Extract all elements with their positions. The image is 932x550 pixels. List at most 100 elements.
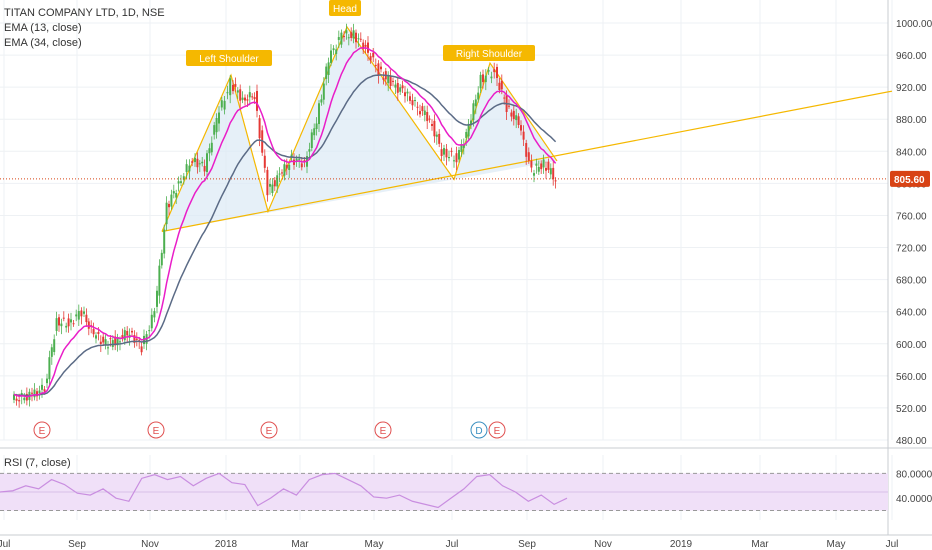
dividend-marker[interactable] bbox=[470, 421, 488, 439]
candle-body bbox=[99, 341, 102, 345]
candle-body bbox=[552, 167, 555, 180]
candle-body bbox=[269, 184, 271, 187]
event-letter: E bbox=[39, 426, 46, 437]
time-tick-label: Mar bbox=[751, 539, 769, 550]
earnings-marker[interactable] bbox=[33, 421, 51, 439]
candle-body bbox=[97, 331, 100, 334]
candle-body bbox=[510, 112, 513, 117]
price-tick-label: 840.00 bbox=[896, 147, 927, 158]
candle-body bbox=[401, 85, 404, 89]
candle-body bbox=[85, 314, 88, 323]
event-letter: E bbox=[153, 426, 160, 437]
candle-body bbox=[55, 318, 58, 331]
earnings-marker[interactable] bbox=[147, 421, 165, 439]
candle-body bbox=[206, 153, 208, 173]
neckline[interactable] bbox=[161, 90, 893, 233]
candle-body bbox=[545, 167, 547, 171]
candle-body bbox=[327, 62, 330, 75]
price-tick-label: 880.00 bbox=[896, 115, 927, 126]
candle-body bbox=[15, 398, 18, 401]
candle-body bbox=[322, 83, 325, 100]
candle-body bbox=[335, 49, 338, 54]
candle-body bbox=[175, 193, 178, 198]
candle-body bbox=[72, 323, 75, 325]
candle-body bbox=[278, 173, 281, 175]
earnings-marker[interactable] bbox=[260, 421, 278, 439]
last-price-badge bbox=[890, 170, 930, 187]
candle-body bbox=[223, 100, 226, 110]
time-tick-label: Jul bbox=[446, 539, 459, 550]
candle-body bbox=[283, 164, 286, 176]
ema34-legend[interactable]: EMA (34, close) bbox=[4, 37, 82, 49]
candle-body bbox=[135, 338, 138, 340]
candle-body bbox=[520, 125, 522, 131]
candle-body bbox=[350, 32, 353, 38]
candle-body bbox=[168, 203, 170, 208]
price-tick-label: 1000.00 bbox=[896, 19, 932, 30]
candle-body bbox=[140, 346, 143, 353]
candle-body bbox=[33, 389, 36, 398]
last-price-label: 805.60 bbox=[894, 175, 925, 186]
ema34-line[interactable] bbox=[13, 74, 557, 397]
candle-body bbox=[428, 118, 431, 120]
candle-body bbox=[460, 144, 463, 153]
candle-body bbox=[256, 90, 258, 111]
event-letter: E bbox=[266, 426, 273, 437]
ema13-line[interactable] bbox=[13, 47, 557, 398]
candle-body bbox=[496, 66, 498, 79]
price-tick-label: 480.00 bbox=[896, 436, 927, 447]
candle-body bbox=[484, 75, 487, 83]
candle-body bbox=[213, 125, 216, 135]
candle-body bbox=[18, 400, 21, 402]
candle-body bbox=[374, 64, 377, 66]
candle-body bbox=[31, 392, 33, 394]
candle-body bbox=[239, 89, 242, 101]
candle-body bbox=[406, 91, 409, 94]
time-tick-label: Nov bbox=[141, 539, 159, 550]
event-letter: E bbox=[494, 426, 501, 437]
candle-body bbox=[170, 194, 173, 207]
candle-body bbox=[515, 115, 518, 121]
candle-body bbox=[404, 92, 406, 97]
candle-body bbox=[396, 83, 399, 93]
pattern-label: Head bbox=[333, 4, 357, 15]
candle-body bbox=[111, 340, 114, 347]
candle-body bbox=[248, 92, 251, 98]
time-tick-label: Jul bbox=[886, 539, 899, 550]
candle-body bbox=[310, 132, 313, 148]
rsi-legend[interactable]: RSI (7, close) bbox=[4, 457, 71, 469]
candle-body bbox=[194, 157, 196, 163]
candle-body bbox=[421, 106, 424, 112]
candle-body bbox=[123, 330, 126, 341]
event-letter: E bbox=[380, 426, 387, 437]
candle-body bbox=[300, 163, 303, 168]
candle-body bbox=[533, 173, 535, 176]
price-tick-label: 960.00 bbox=[896, 51, 927, 62]
candle-body bbox=[503, 97, 506, 99]
candle-body bbox=[357, 38, 360, 40]
earnings-marker[interactable] bbox=[374, 421, 392, 439]
candle-body bbox=[330, 50, 332, 63]
time-tick-label: Sep bbox=[518, 539, 536, 550]
symbol-title[interactable]: TITAN COMPANY LTD, 1D, NSE bbox=[4, 7, 165, 19]
candle-body bbox=[537, 166, 540, 172]
candle-body bbox=[226, 92, 229, 94]
candle-body bbox=[95, 335, 97, 339]
head-shoulders-pattern[interactable] bbox=[161, 25, 558, 232]
candle-body bbox=[512, 110, 515, 120]
rsi-line[interactable] bbox=[0, 472, 568, 509]
candle-body bbox=[318, 103, 320, 125]
candle-body bbox=[343, 36, 345, 38]
candle-body bbox=[244, 97, 246, 101]
candle-body bbox=[114, 336, 117, 346]
candle-body bbox=[236, 90, 239, 93]
candle-body bbox=[465, 131, 468, 138]
candle-body bbox=[443, 148, 445, 155]
candle-body bbox=[409, 96, 411, 101]
ema13-legend[interactable]: EMA (13, close) bbox=[4, 22, 82, 34]
candle-body bbox=[107, 347, 109, 349]
candle-body bbox=[431, 124, 433, 126]
earnings-marker[interactable] bbox=[488, 421, 506, 439]
candle-body bbox=[218, 112, 220, 124]
